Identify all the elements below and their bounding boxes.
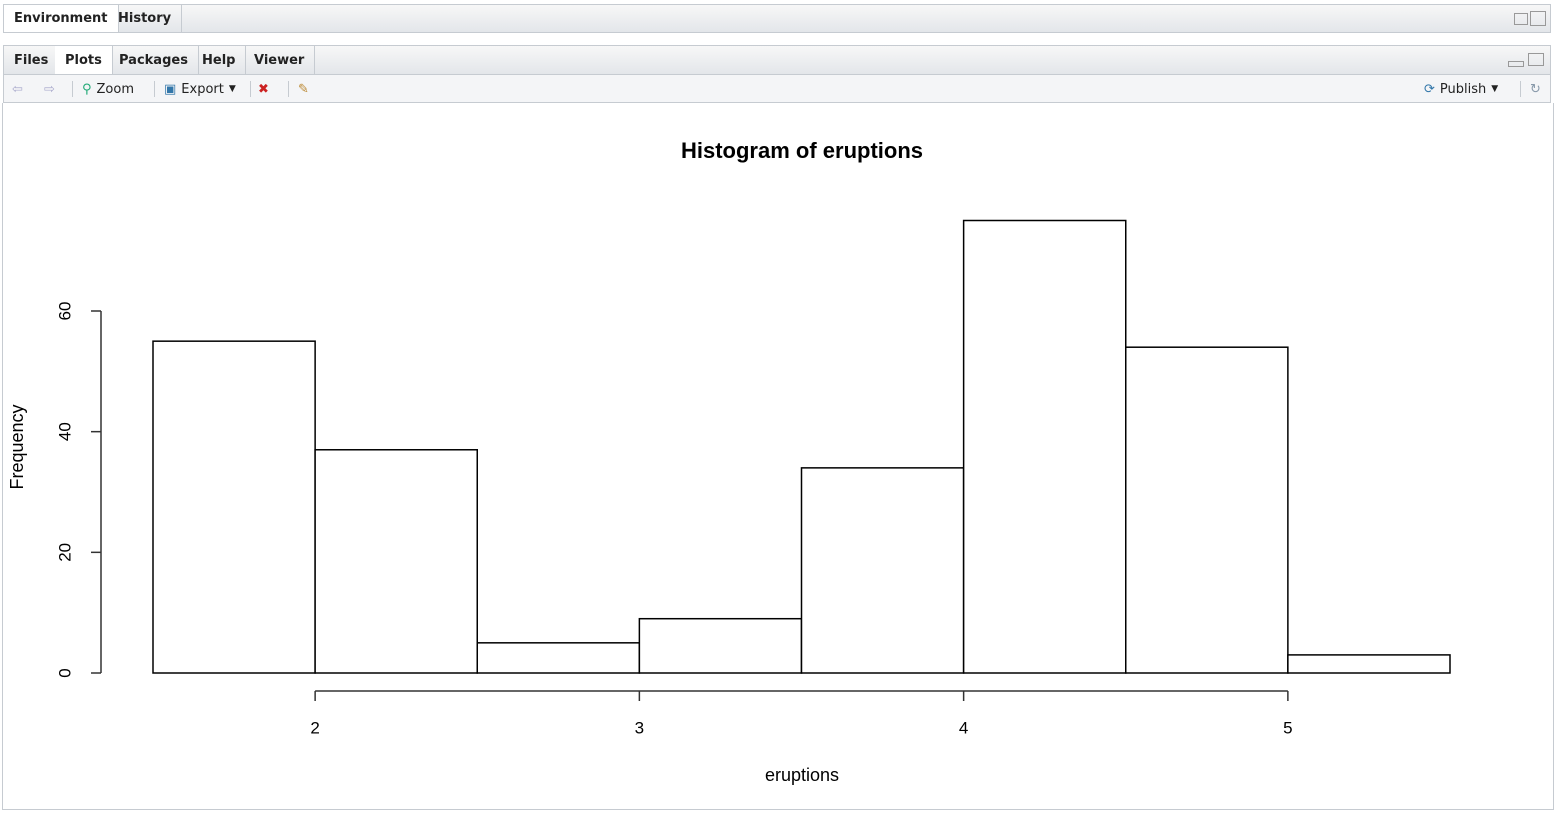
dropdown-arrow: ▼ — [1491, 84, 1499, 94]
publish-button[interactable]: ⟳ Publish ▼ — [1424, 75, 1498, 103]
y-tick-label: 20 — [55, 543, 74, 562]
bar — [152, 340, 316, 674]
tab[interactable]: Viewer — [244, 46, 316, 74]
tab[interactable]: History — [108, 5, 183, 32]
maximize-icon[interactable] — [1530, 11, 1546, 26]
maximize-icon[interactable] — [1528, 53, 1544, 66]
minimize-icon[interactable] — [1508, 61, 1524, 67]
export-label: Export — [181, 81, 224, 97]
separator — [288, 81, 289, 97]
top-pane-tabs: Environment History — [3, 4, 1551, 33]
pane-tabs: Files Plots Packages Help Viewer — [3, 45, 1551, 75]
x-axis-label: eruptions — [765, 765, 839, 785]
y-axis-label: Frequency — [7, 404, 27, 489]
chart-title: Histogram of eruptions — [681, 138, 923, 163]
forward-button[interactable]: ⇨ — [44, 81, 55, 97]
zoom-icon: ⚲ — [82, 81, 92, 97]
x-tick-label: 4 — [959, 718, 968, 737]
back-button[interactable]: ⇦ — [12, 81, 23, 97]
remove-plot-button[interactable]: ✖ — [258, 81, 269, 97]
x-tick-label: 2 — [310, 718, 319, 737]
export-button[interactable]: ▣ Export ▼ — [164, 75, 236, 103]
separator — [72, 81, 73, 97]
bar — [1287, 654, 1451, 674]
publish-icon: ⟳ — [1424, 81, 1435, 97]
tab[interactable]: Help — [192, 46, 247, 74]
toolbar: ⇦ ⇨ ⚲ Zoom ▣ Export ▼ ✖ ✎ ⟳ Publish ▼ ↻ — [3, 74, 1551, 103]
publish-label: Publish — [1439, 81, 1487, 97]
bar — [962, 219, 1127, 674]
zoom-label: Zoom — [96, 81, 135, 97]
separator — [1520, 81, 1521, 97]
clear-button[interactable]: ✎ — [298, 81, 309, 97]
bar — [314, 449, 478, 674]
export-icon: ▣ — [164, 81, 177, 97]
y-tick-label: 0 — [55, 668, 74, 677]
y-tick-label: 60 — [55, 302, 74, 321]
refresh-button[interactable]: ↻ — [1530, 81, 1541, 97]
x-tick-label: 5 — [1283, 718, 1292, 737]
zoom-button[interactable]: ⚲ Zoom — [82, 75, 134, 103]
bar — [476, 642, 641, 674]
separator — [250, 81, 251, 97]
bar — [638, 617, 803, 674]
separator — [154, 81, 155, 97]
minimize-icon[interactable] — [1514, 13, 1528, 25]
tab[interactable]: Environment — [4, 5, 119, 32]
bar — [800, 467, 965, 674]
bar — [1125, 346, 1289, 674]
dropdown-arrow: ▼ — [228, 84, 236, 94]
tab[interactable]: Packages — [109, 46, 199, 74]
y-tick-label: 40 — [55, 422, 74, 441]
tab[interactable]: Plots — [55, 46, 113, 74]
x-tick-label: 3 — [635, 718, 644, 737]
